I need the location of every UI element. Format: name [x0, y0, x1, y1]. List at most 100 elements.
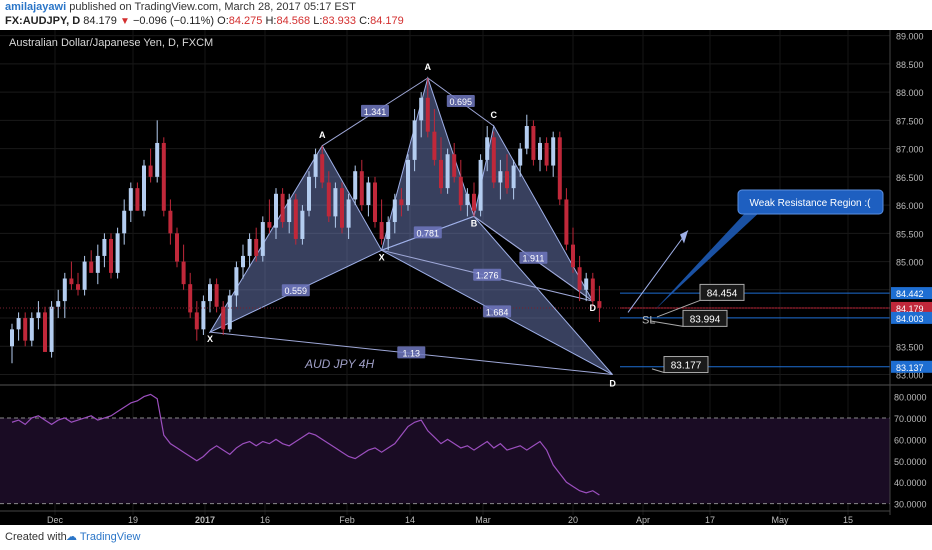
value-box-leader [649, 320, 684, 327]
candle [373, 176, 377, 228]
rsi-tick-label: 40.0000 [894, 478, 927, 488]
rsi-tick-label: 80.0000 [894, 393, 927, 403]
candle [148, 148, 153, 183]
x-tick-label: 20 [568, 515, 578, 525]
candle-body [392, 199, 397, 223]
candle-body [221, 306, 226, 330]
candle-body [29, 318, 34, 341]
chart-svg[interactable]: X A X A B C D D 1.341 0.695 0.559 0.781 1.276 1.911 1.… [0, 30, 932, 525]
value-box [682, 309, 728, 327]
candle-body [82, 261, 87, 290]
candle [56, 289, 61, 319]
brand-name: TradingView [79, 531, 141, 543]
candle [333, 182, 338, 228]
candle [577, 255, 582, 302]
y-tick-label: 87.000 [896, 145, 924, 155]
rsi-tick-label: 30.0000 [894, 500, 927, 510]
pattern-point-label: B [471, 218, 478, 228]
tradingview-logo[interactable]: ☁ TradingView [66, 530, 140, 543]
candle [247, 233, 252, 268]
candle-body [577, 267, 582, 290]
candle-body [175, 233, 179, 262]
candle [313, 148, 318, 189]
candle [293, 193, 298, 245]
y-tick-label: 86.000 [896, 201, 924, 211]
candle-body [254, 238, 259, 256]
candle-body [425, 97, 430, 132]
ratio-box [413, 226, 442, 239]
low-label: L: [313, 15, 323, 27]
high-value: 84.568 [276, 15, 311, 27]
ratio-box [361, 104, 389, 117]
candle-body [307, 176, 311, 211]
open-value: 84.275 [228, 15, 263, 27]
candle [102, 233, 107, 268]
candle [109, 233, 113, 279]
candle [590, 272, 595, 307]
level-lines [0, 292, 890, 368]
rsi-tick-label: 60.0000 [894, 435, 927, 445]
candle-body [155, 142, 160, 177]
candle [445, 148, 450, 194]
candle [36, 301, 41, 330]
x-tick-label: Dec [47, 515, 64, 525]
chart-area[interactable]: X A X A B C D D 1.341 0.695 0.559 0.781 1.276 1.911 1.… [0, 30, 932, 525]
candle-body [148, 165, 153, 177]
candle [208, 278, 212, 313]
value-box [663, 356, 709, 374]
ratio-label: 1.276 [476, 271, 499, 281]
author-link[interactable]: amilajayawi [5, 1, 67, 13]
candle-body [564, 199, 569, 245]
ratio-label: 0.695 [450, 97, 473, 107]
candle [161, 137, 166, 217]
pattern-point-label: X [207, 334, 213, 344]
candle [260, 216, 265, 262]
publish-info: amilajayawi published on TradingView.com… [5, 1, 356, 13]
candle-body [227, 295, 232, 330]
candle-body [23, 318, 28, 341]
candle-body [313, 154, 318, 177]
candle [524, 114, 529, 155]
candle [340, 182, 344, 234]
candle-body [326, 182, 331, 217]
candle-body [115, 233, 120, 273]
candle-body [511, 165, 516, 189]
change: −0.096 (−0.11%) [132, 15, 215, 27]
candle [439, 137, 443, 194]
candle [142, 159, 146, 217]
candle [214, 278, 219, 313]
pattern-point-label: C [491, 110, 498, 120]
candle-body [571, 244, 575, 268]
created-with-text: Created with [5, 531, 67, 543]
candle-body [109, 238, 113, 273]
candle-body [518, 148, 523, 166]
candle [16, 312, 21, 341]
candle-body [43, 312, 47, 352]
candle-body [10, 329, 14, 347]
candle [597, 285, 602, 323]
y-tick-label: 85.500 [896, 229, 924, 239]
price-tag-text: 84.442 [896, 289, 924, 299]
candle-body [69, 278, 74, 285]
x-tick-label: May [771, 515, 789, 525]
pattern-point-label: D [609, 379, 616, 389]
candle [584, 272, 589, 302]
close-label: C: [359, 15, 371, 27]
candle [392, 193, 397, 234]
candle-body [386, 222, 391, 239]
candle [29, 312, 34, 347]
candle-body [161, 142, 166, 211]
y-tick-label: 86.500 [896, 173, 924, 183]
ratio-box [397, 346, 426, 359]
candle-body [287, 199, 292, 223]
candle [82, 255, 87, 296]
candle [498, 159, 503, 200]
candle-body [36, 312, 41, 319]
candle [267, 199, 272, 234]
candle [89, 250, 94, 273]
open-label: O: [217, 15, 229, 27]
candle [135, 182, 140, 211]
candle [353, 165, 358, 206]
candle-body [181, 261, 186, 285]
candle [478, 154, 483, 217]
